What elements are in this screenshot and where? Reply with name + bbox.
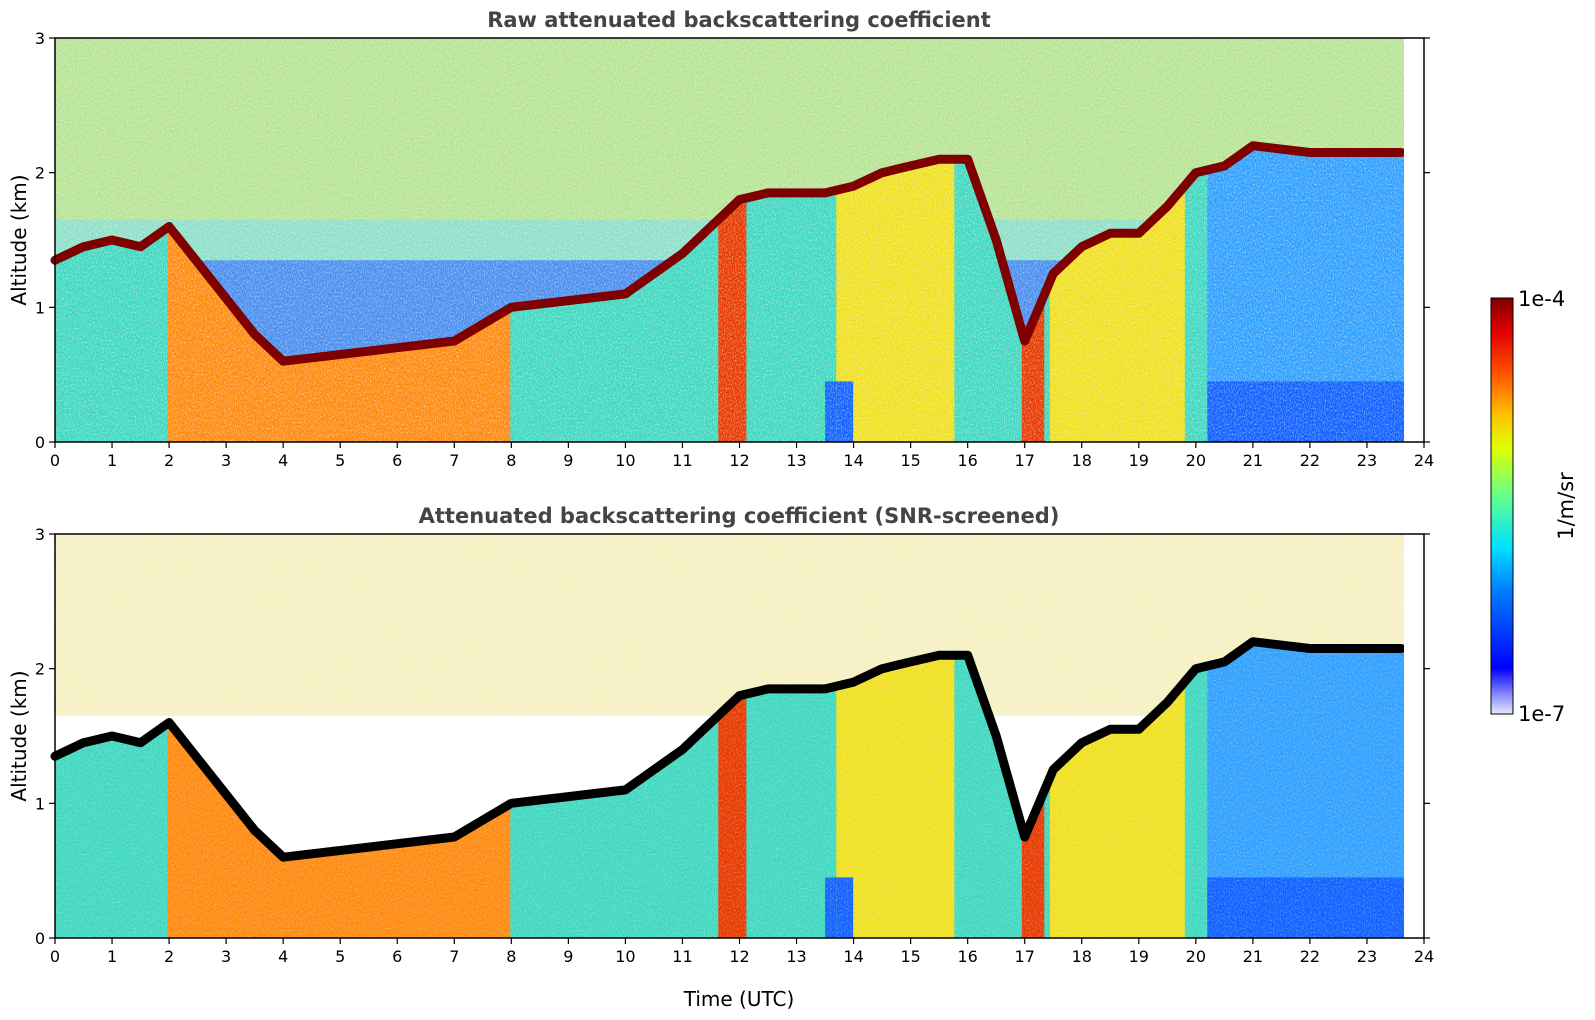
x-tick-label: 6 <box>392 947 402 966</box>
x-tick-label: 21 <box>1243 947 1263 966</box>
y-tick-label: 2 <box>35 660 45 679</box>
x-tick-label: 15 <box>900 451 920 470</box>
x-tick-label: 8 <box>506 947 516 966</box>
y-axis-screened: 0 1 2 3 <box>35 525 1430 948</box>
y-tick-label: 3 <box>35 29 45 48</box>
x-tick-label: 4 <box>278 947 288 966</box>
panel-screened: Attenuated backscattering coefficient (S… <box>7 504 1434 1011</box>
y-tick-label: 1 <box>35 794 45 813</box>
x-tick-label: 11 <box>672 451 692 470</box>
x-tick-label: 2 <box>164 947 174 966</box>
x-tick-label: 16 <box>957 947 977 966</box>
colorbar-min-label: 1e-7 <box>1518 702 1565 726</box>
x-axis-label: Time (UTC) <box>683 987 795 1011</box>
x-tick-label: 9 <box>563 451 573 470</box>
x-tick-label: 0 <box>50 451 60 470</box>
x-tick-label: 14 <box>843 451 863 470</box>
x-tick-label: 17 <box>1015 451 1035 470</box>
x-tick-label: 8 <box>506 451 516 470</box>
x-tick-label: 12 <box>729 947 749 966</box>
heatmap-raw <box>50 38 1424 443</box>
x-tick-label: 20 <box>1186 451 1206 470</box>
x-tick-label: 12 <box>729 451 749 470</box>
x-tick-label: 6 <box>392 451 402 470</box>
x-tick-label: 13 <box>786 451 806 470</box>
x-tick-label: 3 <box>221 947 231 966</box>
x-tick-label: 10 <box>615 451 635 470</box>
y-tick-label: 2 <box>35 164 45 183</box>
x-tick-label: 22 <box>1300 451 1320 470</box>
x-tick-label: 3 <box>221 451 231 470</box>
x-tick-label: 20 <box>1186 947 1206 966</box>
x-axis-screened: 0 1 2 3 4 5 6 7 8 9 10 11 12 13 14 15 16 17 18 19 20 21 22 23 24 <box>50 938 1434 966</box>
x-tick-label: 10 <box>615 947 635 966</box>
colorbar: 1e-4 1e-7 1/m/sr <box>1490 287 1578 726</box>
x-tick-label: 9 <box>563 947 573 966</box>
y-axis-raw: 0 1 2 3 <box>35 29 1430 452</box>
x-tick-label: 14 <box>843 947 863 966</box>
colorbar-unit-label: 1/m/sr <box>1554 472 1578 540</box>
x-tick-label: 23 <box>1357 947 1377 966</box>
cloud-base-layer <box>50 141 1406 366</box>
x-tick-label: 0 <box>50 947 60 966</box>
colorbar-max-label: 1e-4 <box>1518 287 1565 311</box>
x-tick-label: 2 <box>164 451 174 470</box>
x-tick-label: 5 <box>335 947 345 966</box>
heatmap-screened <box>50 534 1424 938</box>
x-tick-label: 24 <box>1414 451 1434 470</box>
x-tick-label: 24 <box>1414 947 1434 966</box>
x-tick-label: 5 <box>335 451 345 470</box>
panel-raw: Raw attenuated backscattering coefficien… <box>7 8 1434 470</box>
y-axis-label-screened: Altitude (km) <box>7 670 31 801</box>
panel-title-raw: Raw attenuated backscattering coefficien… <box>487 8 991 32</box>
y-tick-label: 3 <box>35 525 45 544</box>
colorbar-gradient <box>1490 297 1514 715</box>
no-data-region <box>1404 38 1424 442</box>
x-tick-label: 13 <box>786 947 806 966</box>
x-tick-label: 19 <box>1129 451 1149 470</box>
x-tick-label: 22 <box>1300 947 1320 966</box>
y-tick-label: 0 <box>35 929 45 948</box>
x-tick-label: 16 <box>957 451 977 470</box>
x-tick-label: 11 <box>672 947 692 966</box>
y-tick-label: 0 <box>35 433 45 452</box>
x-tick-label: 23 <box>1357 451 1377 470</box>
y-tick-label: 1 <box>35 298 45 317</box>
no-data-region <box>1404 534 1424 938</box>
x-tick-label: 15 <box>900 947 920 966</box>
x-tick-label: 21 <box>1243 451 1263 470</box>
cloud-base-layer <box>50 637 1406 862</box>
x-tick-label: 7 <box>449 947 459 966</box>
x-tick-label: 18 <box>1072 947 1092 966</box>
x-tick-label: 1 <box>107 451 117 470</box>
y-axis-label-raw: Altitude (km) <box>7 174 31 305</box>
x-tick-label: 18 <box>1072 451 1092 470</box>
panel-title-screened: Attenuated backscattering coefficient (S… <box>419 504 1060 528</box>
x-axis-raw: 0 1 2 3 4 5 6 7 8 9 10 11 12 13 14 15 16 17 18 19 20 21 22 23 24 <box>50 442 1434 470</box>
x-tick-label: 4 <box>278 451 288 470</box>
x-tick-label: 17 <box>1015 947 1035 966</box>
x-tick-label: 7 <box>449 451 459 470</box>
x-tick-label: 19 <box>1129 947 1149 966</box>
x-tick-label: 1 <box>107 947 117 966</box>
